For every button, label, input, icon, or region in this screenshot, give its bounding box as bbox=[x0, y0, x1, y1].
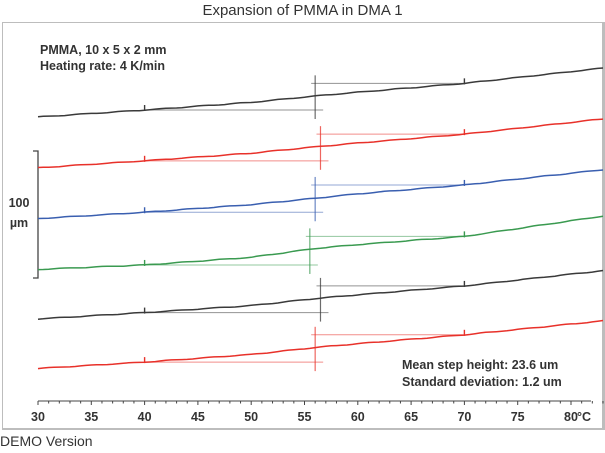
x-tick-label: 70 bbox=[457, 410, 471, 424]
x-tick-label: 45 bbox=[191, 410, 205, 424]
y-scale-bar bbox=[33, 150, 39, 279]
sample-description: PMMA, 10 x 5 x 2 mm bbox=[40, 43, 167, 57]
statistics: Mean step height: 23.6 um Standard devia… bbox=[402, 357, 562, 391]
y-scale-value: 100 bbox=[8, 196, 30, 210]
x-tick-label: 55 bbox=[298, 410, 312, 424]
demo-version-label: DEMO Version bbox=[0, 433, 93, 449]
x-axis: 30 35 40 45 50 55 60 65 70 75 80 °C bbox=[31, 400, 604, 424]
standard-deviation: Standard deviation: 1.2 um bbox=[402, 375, 562, 389]
chart-title: Expansion of PMMA in DMA 1 bbox=[202, 2, 403, 19]
series-line-3 bbox=[37, 169, 604, 220]
y-scale-unit: µm bbox=[9, 216, 29, 230]
y-scale-label: 100 µm bbox=[4, 193, 34, 233]
x-tick-label: 30 bbox=[31, 410, 45, 424]
x-tick-label: 60 bbox=[351, 410, 365, 424]
sample-info: PMMA, 10 x 5 x 2 mm Heating rate: 4 K/mi… bbox=[40, 42, 166, 74]
heating-rate: Heating rate: 4 K/min bbox=[40, 59, 166, 73]
x-tick-label: 80 bbox=[564, 410, 578, 424]
series-line-4 bbox=[37, 215, 604, 271]
mean-step-height: Mean step height: 23.6 um bbox=[402, 358, 559, 372]
x-tick-label: 50 bbox=[244, 410, 258, 424]
x-tick-label: 40 bbox=[138, 410, 152, 424]
series-line-6 bbox=[37, 319, 604, 370]
series-line-1 bbox=[37, 67, 604, 118]
series-line-2 bbox=[37, 118, 604, 169]
reference-lines bbox=[144, 75, 465, 372]
series-line-5 bbox=[37, 269, 604, 320]
x-axis-unit-label: °C bbox=[577, 410, 591, 424]
y-scale-bracket bbox=[33, 150, 39, 279]
x-tick-label: 35 bbox=[84, 410, 98, 424]
series-group bbox=[37, 67, 604, 370]
x-tick-label: 65 bbox=[404, 410, 418, 424]
x-tick-label: 75 bbox=[511, 410, 525, 424]
